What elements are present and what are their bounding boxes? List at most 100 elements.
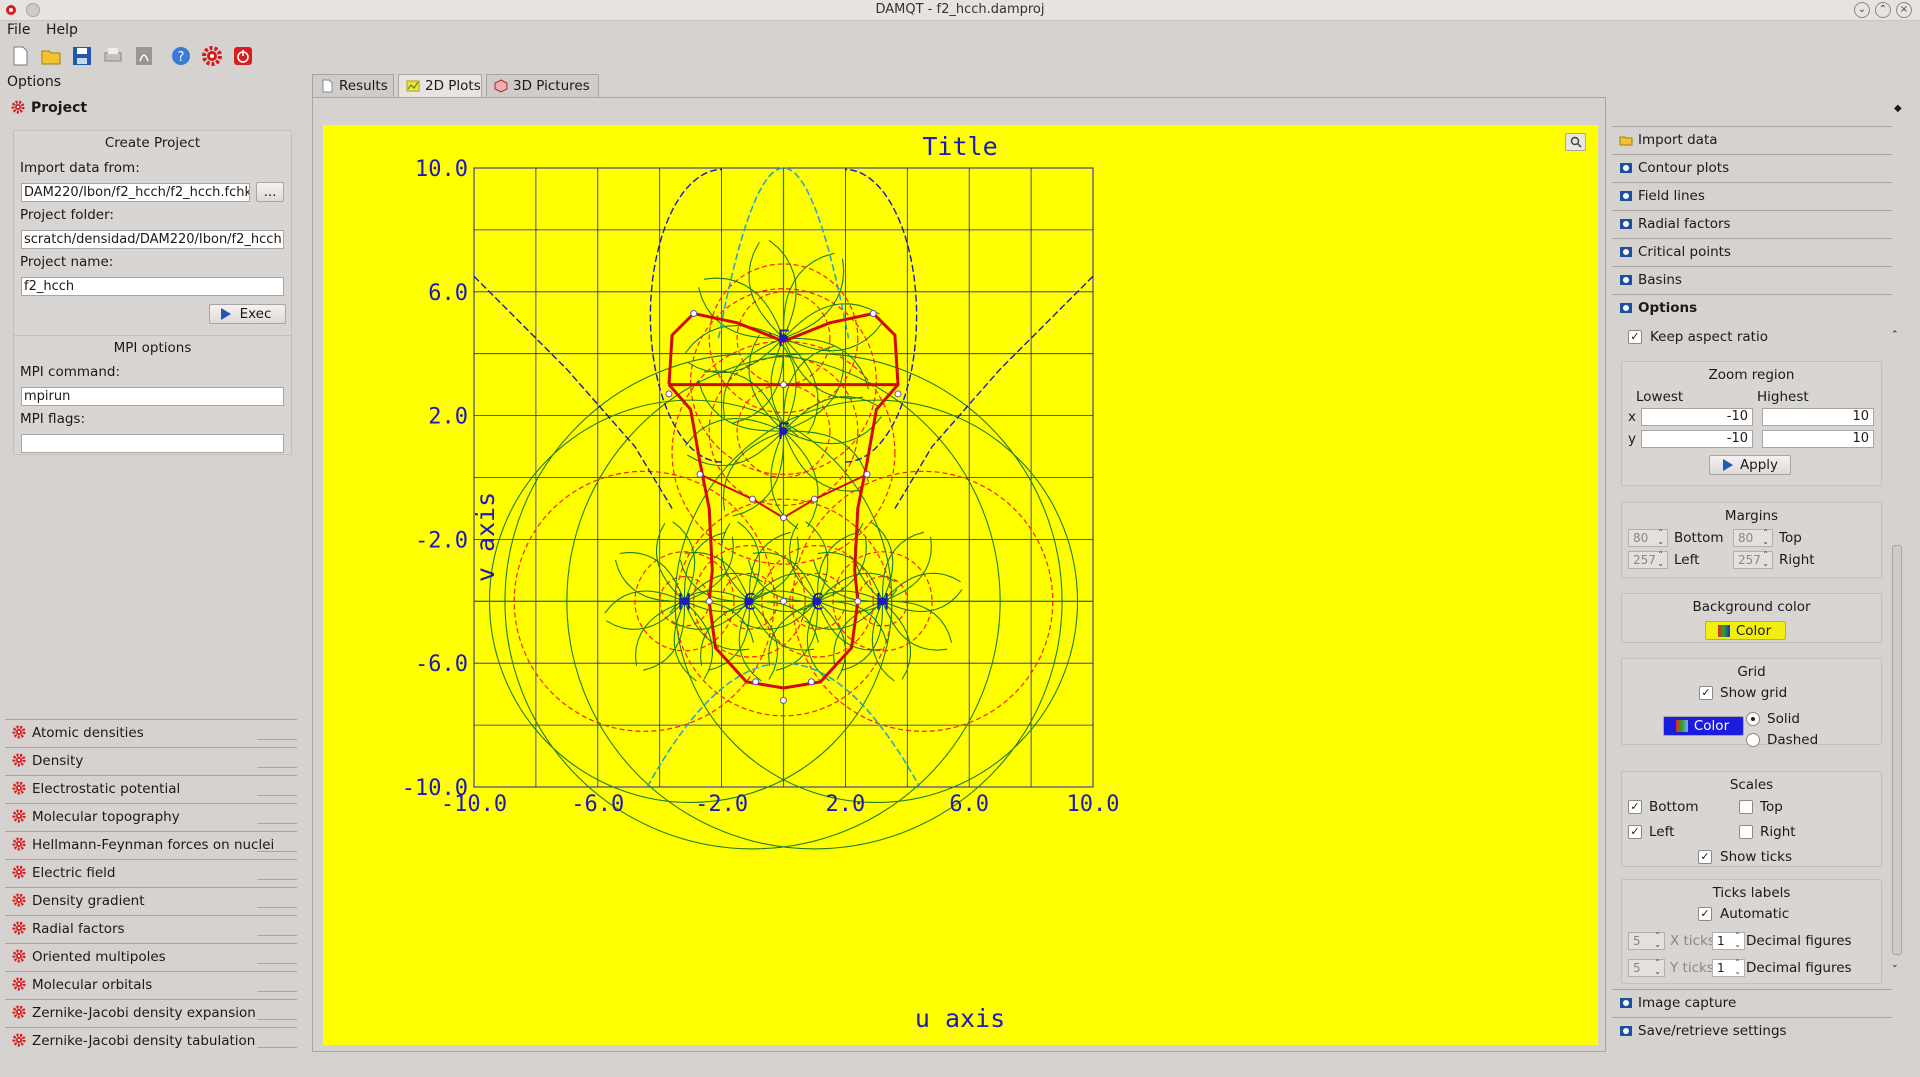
tab-2d-plots[interactable]: 2D Plots — [398, 74, 482, 97]
margin-top-spin[interactable]: 80 — [1733, 528, 1773, 547]
project-section-header[interactable]: Project — [11, 100, 87, 116]
keep-aspect-label: Keep aspect ratio — [1650, 329, 1768, 345]
close-button[interactable]: × — [1896, 2, 1912, 18]
panel-float-icon[interactable]: ◆ — [1894, 103, 1902, 114]
x-tick-label: 6.0 — [949, 792, 989, 817]
gear-icon — [12, 725, 26, 739]
y-max-field[interactable]: 10 — [1762, 430, 1874, 448]
y-tick-label: -10.0 — [402, 776, 468, 801]
scale-right-checkbox[interactable] — [1739, 825, 1753, 839]
tab-results[interactable]: Results — [312, 74, 394, 97]
section-zernike-tabulation[interactable]: Zernike-Jacobi density tabulation — [5, 1027, 297, 1055]
open-folder-icon[interactable] — [40, 45, 62, 67]
import-data-field[interactable]: DAM220/Ibon/f2_hcch/f2_hcch.fchk — [21, 183, 250, 202]
section-oriented-multipoles[interactable]: Oriented multipoles — [5, 943, 297, 971]
menu-file[interactable]: File — [7, 22, 31, 38]
scroll-up-icon[interactable]: ⌃ — [1891, 330, 1899, 340]
show-ticks-checkbox[interactable]: ✓ — [1698, 850, 1712, 864]
chart-svg: F F H C C H -10.0 -6.0 -2.0 2.0 6.0 10.0 10.0 6.0 2.0… — [402, 132, 1120, 1033]
maximize-button[interactable]: ⌃ — [1875, 2, 1891, 18]
options-scrollbar[interactable]: ⌃ ⌄ — [1891, 330, 1903, 980]
rsection-options[interactable]: Options — [1612, 294, 1892, 322]
mpi-flags-field[interactable] — [21, 434, 284, 453]
rsection-save-retrieve[interactable]: Save/retrieve settings — [1612, 1017, 1892, 1045]
gear-icon — [12, 753, 26, 767]
rsection-critical-points[interactable]: Critical points — [1612, 238, 1892, 266]
window-menu-button[interactable] — [26, 3, 40, 17]
section-density[interactable]: Density — [5, 747, 297, 775]
critical-point — [780, 696, 787, 704]
section-hellmann-feynman[interactable]: Hellmann-Feynman forces on nuclei — [5, 831, 297, 859]
keep-aspect-checkbox[interactable]: ✓ — [1628, 330, 1642, 344]
atom-label: H — [678, 590, 691, 615]
section-label: Electric field — [32, 865, 116, 881]
background-color-button[interactable]: Color — [1705, 621, 1786, 640]
margin-bottom-spin[interactable]: 80 — [1628, 528, 1668, 547]
project-folder-field[interactable]: scratch/densidad/DAM220/Ibon/f2_hcch — [21, 230, 284, 249]
x-decimal-spin[interactable]: 1 — [1712, 931, 1745, 950]
margin-left-spin[interactable]: 257 — [1628, 550, 1668, 569]
scale-left-checkbox[interactable]: ✓ — [1628, 825, 1642, 839]
exec-button[interactable]: Exec — [209, 304, 286, 324]
scale-top-checkbox[interactable] — [1739, 800, 1753, 814]
palette-icon — [1676, 720, 1688, 732]
section-density-gradient[interactable]: Density gradient — [5, 887, 297, 915]
rsection-image-capture[interactable]: Image capture — [1612, 989, 1892, 1017]
grid-color-button[interactable]: Color — [1663, 716, 1744, 736]
save-icon[interactable] — [71, 45, 93, 67]
separatrix-curve — [646, 662, 921, 788]
section-molecular-topography[interactable]: Molecular topography — [5, 803, 297, 831]
apply-button[interactable]: Apply — [1709, 455, 1791, 475]
scrollbar-thumb[interactable] — [1892, 545, 1902, 955]
x-min-field[interactable]: -10 — [1641, 408, 1753, 426]
grid-solid-radio[interactable] — [1746, 712, 1760, 726]
scale-bottom-checkbox[interactable]: ✓ — [1628, 800, 1642, 814]
section-molecular-orbitals[interactable]: Molecular orbitals — [5, 971, 297, 999]
mpi-command-field[interactable]: mpirun — [21, 387, 284, 406]
new-file-icon[interactable] — [9, 45, 31, 67]
rsection-basins[interactable]: Basins — [1612, 266, 1892, 294]
x-tick-label: 10.0 — [1067, 792, 1120, 817]
help-icon[interactable]: ? — [170, 45, 192, 67]
x-max-field[interactable]: 10 — [1762, 408, 1874, 426]
play-icon — [221, 308, 231, 320]
browse-button[interactable]: ... — [256, 182, 284, 202]
section-atomic-densities[interactable]: Atomic densities — [5, 719, 297, 747]
power-icon[interactable] — [232, 45, 254, 67]
rsection-radial-factors[interactable]: Radial factors — [1612, 210, 1892, 238]
rsection-label: Image capture — [1638, 995, 1737, 1011]
project-folder-label: Project folder: — [20, 207, 114, 223]
gear-icon — [11, 100, 25, 114]
x-decimal-label: Decimal figures — [1746, 933, 1852, 949]
automatic-checkbox[interactable]: ✓ — [1698, 907, 1712, 921]
y-decimal-spin[interactable]: 1 — [1712, 958, 1745, 977]
project-name-field[interactable]: f2_hcch — [21, 277, 284, 296]
show-grid-checkbox[interactable]: ✓ — [1699, 686, 1713, 700]
rsection-contour-plots[interactable]: Contour plots — [1612, 154, 1892, 182]
grid-dashed-radio[interactable] — [1746, 733, 1760, 747]
section-electric-field[interactable]: Electric field — [5, 859, 297, 887]
pdf-icon[interactable] — [133, 45, 155, 67]
section-label: Zernike-Jacobi density tabulation — [32, 1033, 256, 1049]
y-label: y — [1628, 431, 1636, 447]
y-min-field[interactable]: -10 — [1641, 430, 1753, 448]
y-ticks-spin[interactable]: 5 — [1628, 958, 1665, 977]
rsection-field-lines[interactable]: Field lines — [1612, 182, 1892, 210]
field-line — [870, 521, 894, 602]
print-icon[interactable] — [102, 45, 124, 67]
plot-canvas[interactable]: F F H C C H -10.0 -6.0 -2.0 2.0 6.0 10.0 10.0 6.0 2.0… — [323, 125, 1598, 1045]
x-ticks-spin[interactable]: 5 — [1628, 931, 1665, 950]
tab-3d-pictures[interactable]: 3D Pictures — [486, 74, 599, 97]
section-zernike-expansion[interactable]: Zernike-Jacobi density expansion — [5, 999, 297, 1027]
section-electrostatic-potential[interactable]: Electrostatic potential — [5, 775, 297, 803]
settings-gear-icon[interactable] — [201, 45, 223, 67]
scroll-down-icon[interactable]: ⌄ — [1891, 960, 1899, 970]
margin-right-spin[interactable]: 257 — [1733, 550, 1773, 569]
minimize-button[interactable]: ⌄ — [1854, 2, 1870, 18]
rsection-label: Basins — [1638, 272, 1682, 288]
menu-help[interactable]: Help — [46, 22, 78, 38]
zoom-button[interactable] — [1565, 133, 1586, 151]
section-radial-factors[interactable]: Radial factors — [5, 915, 297, 943]
rsection-import-data[interactable]: Import data — [1612, 126, 1892, 154]
project-label: Project — [31, 100, 88, 116]
